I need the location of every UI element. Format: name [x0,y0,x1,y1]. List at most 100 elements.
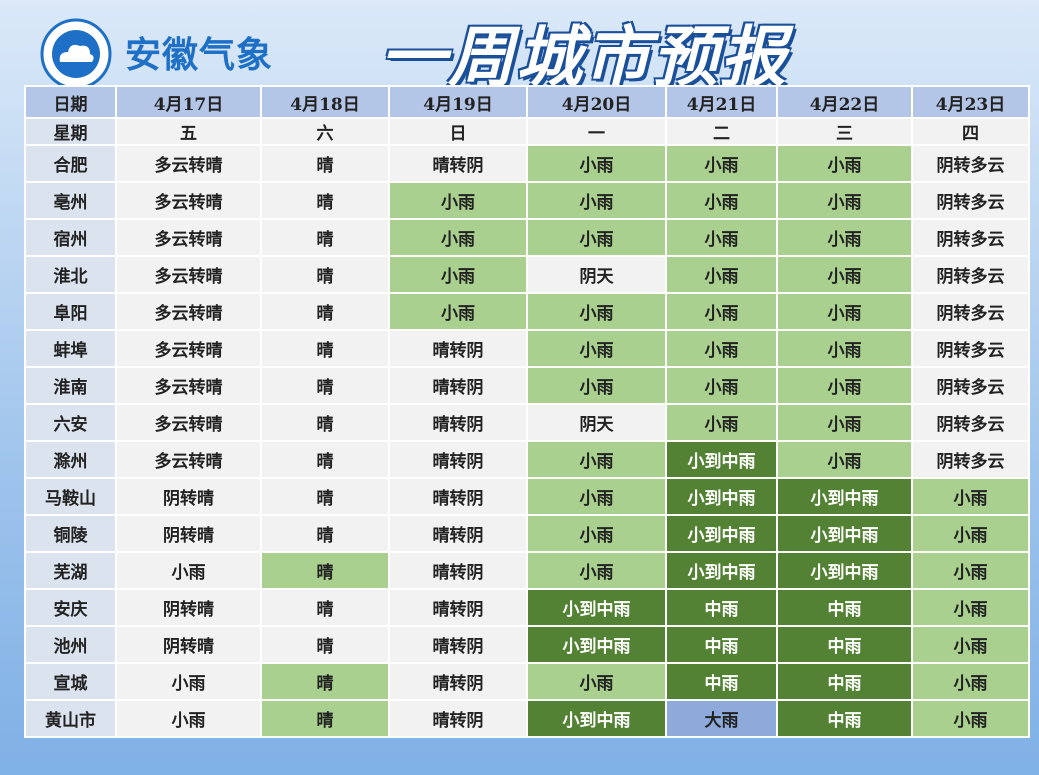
table-cell: 阴转多云 [911,218,1030,257]
table-cell: 中雨 [665,662,778,701]
table-cell: 4月20日 [526,85,667,119]
table-cell: 晴 [260,551,390,590]
table-cell: 小雨 [776,403,913,442]
table-cell: 阴转晴 [115,625,262,664]
table-cell: 晴转阴 [388,588,528,627]
table-cell: 小雨 [665,292,778,331]
table-cell: 小雨 [526,514,667,553]
row-header: 宿州 [24,218,117,257]
table-cell: 小到中雨 [665,551,778,590]
table-cell: 小雨 [776,440,913,479]
table-cell: 晴 [260,366,390,405]
table-cell: 小雨 [665,218,778,257]
table-cell: 小雨 [665,255,778,294]
table-cell: 小到中雨 [665,477,778,516]
table-cell: 晴 [260,662,390,701]
table-cell: 小雨 [665,366,778,405]
table-cell: 小雨 [776,144,913,183]
table-cell: 小雨 [526,218,667,257]
table-cell: 晴转阴 [388,477,528,516]
table-cell: 小雨 [526,440,667,479]
table-row: 六安 多云转晴晴晴转阴 阴天 小雨 小雨 阴转多云 [24,403,1030,442]
table-cell: 中雨 [776,662,913,701]
table-row: 阜阳 多云转晴晴小雨 小雨 小雨 小雨 阴转多云 [24,292,1030,331]
table-cell: 晴 [260,181,390,220]
table-cell: 小雨 [911,662,1030,701]
table-cell: 多云转晴 [115,329,262,368]
table-cell: 小雨 [776,181,913,220]
table-cell: 小雨 [115,662,262,701]
table-cell: 晴转阴 [388,440,528,479]
table-row: 淮南 多云转晴晴晴转阴 小雨 小雨 小雨 阴转多云 [24,366,1030,405]
table-cell: 小雨 [665,329,778,368]
table-cell: 中雨 [665,625,778,664]
row-header: 芜湖 [24,551,117,590]
table-cell: 一 [526,117,667,146]
row-header: 池州 [24,625,117,664]
table-cell: 小到中雨 [526,699,667,738]
table-cell: 4月21日 [665,85,778,119]
row-header: 合肥 [24,144,117,183]
table-cell: 小雨 [388,218,528,257]
table-cell: 阴转多云 [911,366,1030,405]
table-row: 宣城 小雨晴晴转阴 小雨 中雨 中雨 小雨 [24,662,1030,701]
table-cell: 晴转阴 [388,514,528,553]
table-cell: 晴 [260,477,390,516]
table-cell: 小到中雨 [526,588,667,627]
table-cell: 阴天 [526,255,667,294]
table-cell: 三 [776,117,913,146]
table-cell: 小雨 [526,662,667,701]
table-cell: 小雨 [665,181,778,220]
table-cell: 小到中雨 [776,514,913,553]
table-cell: 小到中雨 [526,625,667,664]
table-cell: 晴 [260,403,390,442]
table-cell: 阴转多云 [911,329,1030,368]
row-header: 黄山市 [24,699,117,738]
table-cell: 五 [115,117,262,146]
table-row: 马鞍山 阴转晴晴晴转阴 小雨 小到中雨 小到中雨 小雨 [24,477,1030,516]
table-row: 滁州 多云转晴晴晴转阴 小雨 小到中雨 小雨 阴转多云 [24,440,1030,479]
table-cell: 小雨 [388,181,528,220]
table-cell: 小雨 [776,329,913,368]
logo [40,18,112,90]
row-header: 蚌埠 [24,329,117,368]
row-header: 马鞍山 [24,477,117,516]
row-header: 滁州 [24,440,117,479]
table-row: 铜陵 阴转晴晴晴转阴 小雨 小到中雨 小到中雨 小雨 [24,514,1030,553]
table-cell: 4月22日 [776,85,913,119]
page-title: 一周城市预报 [380,18,788,96]
table-cell: 晴转阴 [388,329,528,368]
table-row: 黄山市 小雨晴晴转阴 小到中雨 大雨 中雨 小雨 [24,699,1030,738]
table-cell: 晴 [260,255,390,294]
table-cell: 小雨 [911,551,1030,590]
table-cell: 晴 [260,144,390,183]
table-cell: 小雨 [776,292,913,331]
logo-text: 安徽气象 [125,34,274,76]
row-header: 星期 [24,117,117,146]
table-cell: 阴转多云 [911,292,1030,331]
table-cell: 小雨 [665,144,778,183]
table-cell: 晴转阴 [388,551,528,590]
table-cell: 阴转多云 [911,144,1030,183]
table-row: 安庆 阴转晴晴晴转阴 小到中雨 中雨 中雨 小雨 [24,588,1030,627]
table-cell: 小雨 [911,699,1030,738]
forecast-table: 日期 4月17日 4月18日 4月19日 4月20日 4月21日 4月22日 4月23日 星期五… [24,85,1030,738]
table-cell: 小雨 [388,255,528,294]
table-cell: 中雨 [776,588,913,627]
table-cell: 大雨 [665,699,778,738]
table-cell: 中雨 [665,588,778,627]
row-header: 铜陵 [24,514,117,553]
table-cell: 四 [911,117,1030,146]
row-header: 淮北 [24,255,117,294]
table-cell: 小雨 [911,588,1030,627]
row-header: 安庆 [24,588,117,627]
table-cell: 小到中雨 [776,477,913,516]
table-cell: 晴 [260,329,390,368]
table-cell: 中雨 [776,699,913,738]
table-row: 池州 阴转晴晴晴转阴 小到中雨 中雨 中雨 小雨 [24,625,1030,664]
row-header: 六安 [24,403,117,442]
table-cell: 晴转阴 [388,366,528,405]
table-cell: 多云转晴 [115,181,262,220]
table-cell: 阴转晴 [115,514,262,553]
